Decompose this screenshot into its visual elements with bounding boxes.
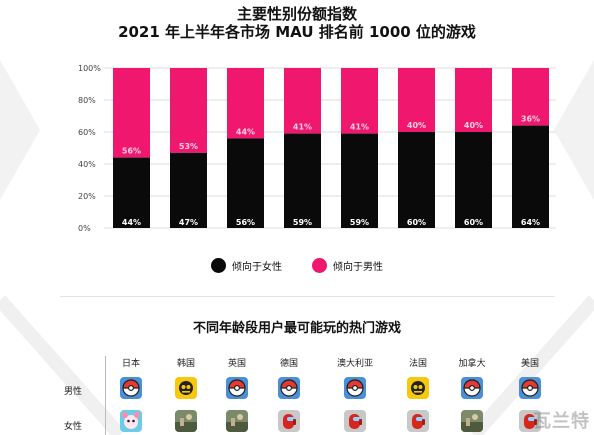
bar-male: [113, 68, 150, 158]
data-label-female: 60%: [407, 218, 426, 227]
bar-male: [227, 68, 264, 139]
data-label-female: 64%: [521, 218, 540, 227]
data-label-female: 59%: [350, 218, 369, 227]
country-label: 德国: [279, 359, 298, 369]
data-label-female: 44%: [122, 218, 141, 227]
y-tick-label: 40%: [78, 160, 96, 169]
bar-female: [341, 133, 378, 228]
bar-male: [284, 68, 321, 134]
photo-game-icon: [226, 410, 248, 432]
legend-item-female: 倾向于女性: [211, 258, 282, 273]
country-label: 澳大利亚: [336, 359, 373, 369]
legend-label-female: 倾向于女性: [232, 262, 282, 273]
bar-male: [398, 68, 435, 132]
data-label-male: 40%: [464, 121, 483, 130]
legend: 倾向于女性 倾向于男性: [0, 258, 594, 273]
data-label-female: 47%: [179, 218, 198, 227]
bar-female: [227, 138, 264, 228]
pokeball-icon: [344, 377, 366, 399]
y-tick-label: 80%: [78, 96, 96, 105]
bar-male: [512, 68, 549, 126]
data-label-male: 44%: [236, 127, 255, 136]
row-label-separator: [105, 356, 106, 435]
row-label-female: 女性: [64, 422, 83, 432]
country-label: 日本: [121, 359, 140, 369]
legend-swatch-female: [211, 258, 226, 273]
among-us-icon: [519, 410, 541, 432]
data-label-male: 40%: [407, 121, 426, 130]
y-tick-label: 100%: [78, 64, 101, 73]
pokeball-icon: [461, 377, 483, 399]
watermark: 瓦兰特: [533, 411, 590, 432]
bar-female: [284, 133, 321, 228]
pokeball-icon: [120, 377, 142, 399]
data-label-female: 60%: [464, 218, 483, 227]
bar-female: [512, 125, 549, 228]
pokeball-icon: [519, 377, 541, 399]
legend-item-male: 倾向于男性: [312, 258, 383, 273]
data-label-male: 41%: [350, 123, 369, 132]
among-us-icon: [344, 410, 366, 432]
pokeball-icon: [226, 377, 248, 399]
section-divider: [60, 296, 555, 297]
data-label-female: 59%: [293, 218, 312, 227]
photo-game-icon: [461, 410, 483, 432]
data-label-male: 36%: [521, 115, 540, 124]
country-label: 美国: [520, 359, 539, 369]
photo-game-icon: [175, 410, 197, 432]
bar-female: [398, 132, 435, 228]
bar-female: [170, 152, 207, 228]
row-label-male: 男性: [64, 387, 83, 397]
data-label-male: 56%: [122, 147, 141, 156]
y-tick-label: 60%: [78, 128, 96, 137]
bar-male: [170, 68, 207, 153]
country-label: 韩国: [176, 359, 195, 369]
bar-female: [113, 157, 150, 228]
country-label: 法国: [408, 359, 427, 369]
among-us-icon: [278, 410, 300, 432]
pokeball-icon: [278, 377, 300, 399]
brawl-stars-icon: [407, 377, 429, 399]
legend-label-male: 倾向于男性: [333, 262, 383, 273]
y-tick-label: 20%: [78, 192, 96, 201]
y-tick-label: 0%: [78, 224, 91, 233]
data-label-male: 41%: [293, 123, 312, 132]
data-label-female: 56%: [236, 218, 255, 227]
chart-title: 主要性别份额指数: [236, 5, 357, 23]
chart-subtitle: 2021 年上半年各市场 MAU 排名前 1000 位的游戏: [118, 23, 476, 41]
cartoon-icon: [120, 410, 142, 432]
among-us-icon: [407, 410, 429, 432]
data-label-male: 53%: [179, 142, 198, 151]
bar-female: [455, 132, 492, 228]
legend-swatch-male: [312, 258, 327, 273]
section-title: 不同年龄段用户最可能玩的热门游戏: [192, 321, 401, 336]
country-label: 加拿大: [458, 359, 486, 369]
country-label: 英国: [227, 359, 246, 369]
bar-male: [341, 68, 378, 134]
stacked-bar-chart: 0% 20% 40% 60% 80% 100% 56% 44% 53% 47% 44% 56% 41% 5…: [78, 64, 556, 233]
bar-male: [455, 68, 492, 132]
brawl-stars-icon: [175, 377, 197, 399]
